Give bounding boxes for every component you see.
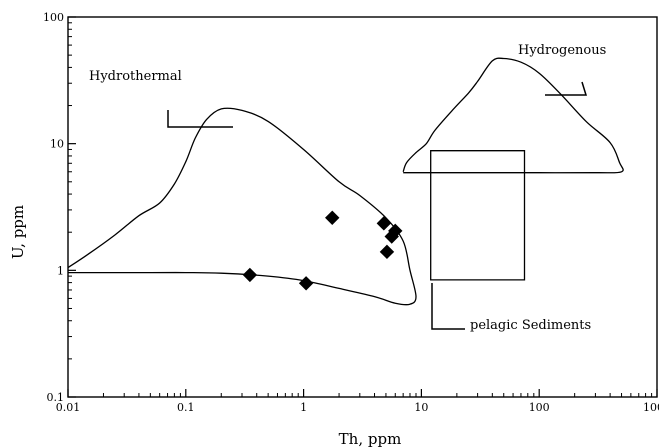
data-point	[298, 276, 314, 291]
y-axis-title: U, ppm	[9, 205, 27, 259]
x-axis-title: Th, ppm	[339, 430, 402, 448]
region-pelagic-sediments	[430, 150, 526, 281]
x-tick-label: 1000	[643, 401, 659, 414]
annotation-leaders	[167, 81, 588, 330]
data-point	[376, 216, 392, 231]
y-tick-label: 100	[43, 11, 64, 24]
hydrogenous-leader	[545, 81, 588, 96]
data-point	[379, 244, 395, 260]
hydrothermal-label: Hydrothermal	[89, 69, 182, 84]
regions	[67, 57, 624, 306]
hydrogenous-label: Hydrogenous	[518, 43, 606, 58]
region-hydrogenous	[402, 57, 624, 174]
data-points	[242, 210, 403, 291]
x-tick-label: 100	[529, 401, 550, 414]
x-tick-label: 0.01	[56, 401, 81, 414]
plot-frame	[67, 16, 658, 398]
y-tick-label: 1	[57, 264, 64, 277]
x-tick-label: 0.1	[177, 401, 195, 414]
data-point	[242, 267, 258, 283]
data-point	[325, 210, 340, 225]
x-tick-label: 10	[414, 401, 428, 414]
x-tick-label: 1	[300, 401, 307, 414]
y-tick-label: 0.1	[47, 391, 65, 404]
pelagic-sediments-label: pelagic Sediments	[470, 318, 591, 333]
region-hydrothermal	[67, 107, 417, 306]
hydrothermal-leader	[167, 110, 233, 128]
pelagic-leader	[431, 283, 465, 330]
y-tick-label: 10	[50, 138, 64, 151]
axes	[67, 16, 658, 398]
data-point	[388, 223, 403, 239]
